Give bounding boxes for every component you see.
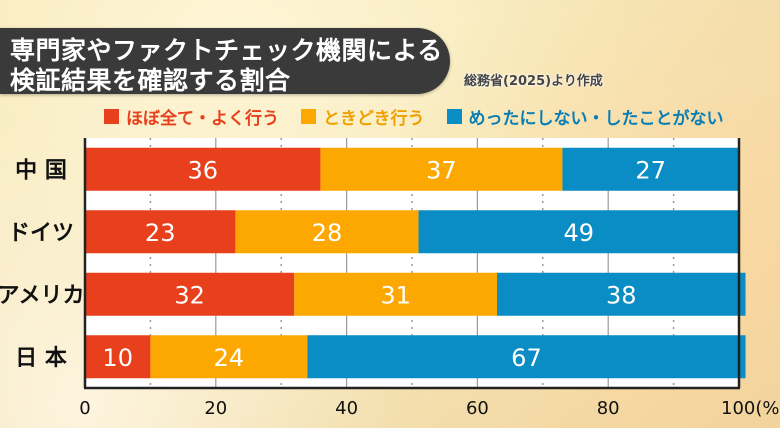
category-label: 日 本	[15, 346, 67, 371]
legend-item-always: ほぼ全て・よく行う	[104, 104, 279, 129]
legend-item-sometimes: ときどき行う	[301, 104, 425, 129]
bar-segment	[85, 272, 295, 316]
legend-swatch-orange	[301, 108, 316, 124]
bar-segment	[85, 335, 151, 379]
legend-item-rarely: めったにしない・したことがない	[446, 104, 724, 129]
data-label: 31	[380, 281, 411, 309]
category-label: 中 国	[15, 158, 67, 183]
data-label: 23	[145, 219, 176, 247]
bar-segment	[562, 147, 739, 191]
data-label: 36	[187, 156, 218, 184]
bar-segment	[85, 210, 236, 254]
data-label: 32	[174, 281, 205, 309]
bar-segment	[418, 210, 739, 254]
legend: ほぼ全て・よく行う ときどき行う めったにしない・したことがない	[104, 104, 746, 129]
data-label: 27	[635, 156, 666, 184]
legend-swatch-red	[104, 108, 119, 124]
bar-segment	[150, 335, 308, 379]
source-note: 総務省(2025)より作成	[464, 74, 603, 89]
data-label: 28	[312, 219, 343, 247]
legend-label-sometimes: ときどき行う	[323, 108, 425, 129]
bar-segment	[294, 272, 498, 316]
legend-label-always: ほぼ全て・よく行う	[126, 108, 279, 129]
bar-segment	[235, 210, 419, 254]
data-label: 49	[563, 219, 594, 247]
x-tick-label: 100(%)	[721, 398, 780, 419]
data-label: 24	[214, 344, 245, 372]
data-label: 38	[606, 281, 637, 309]
title-banner: 専門家やファクトチェック機関による 検証結果を確認する割合	[0, 28, 450, 95]
legend-label-rarely: めったにしない・したことがない	[468, 108, 724, 129]
bar-segment	[320, 147, 563, 191]
x-tick-label: 60	[466, 398, 489, 419]
x-tick-label: 20	[204, 398, 227, 419]
data-label: 10	[102, 344, 133, 372]
x-tick-label: 40	[335, 398, 358, 419]
x-tick-label: 80	[597, 398, 620, 419]
data-label: 37	[426, 156, 457, 184]
category-label: アメリカ	[0, 283, 84, 308]
data-label: 67	[511, 344, 542, 372]
chart-title-line-2: 検証結果を確認する割合	[10, 66, 291, 95]
category-label: ドイツ	[8, 221, 74, 246]
bar-segment	[497, 272, 746, 316]
chart-title-line-1: 専門家やファクトチェック機関による	[10, 36, 443, 65]
bar-segment	[85, 147, 321, 191]
bar-segment	[307, 335, 746, 379]
legend-swatch-blue	[446, 108, 462, 124]
x-tick-label: 0	[79, 398, 90, 419]
